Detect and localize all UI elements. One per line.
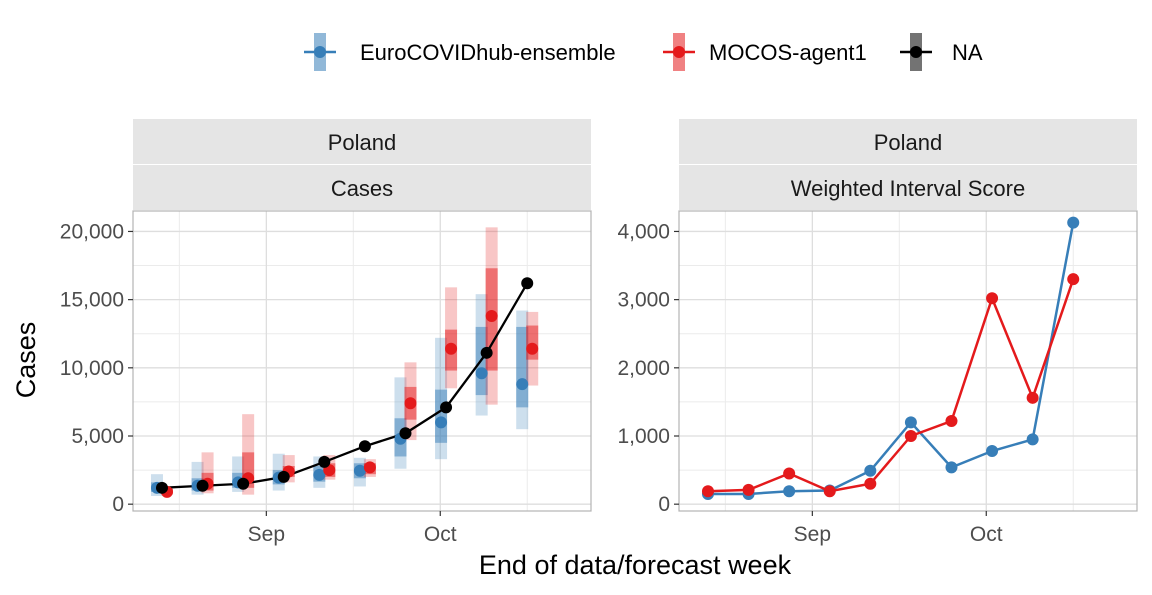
- x-tick-label: Sep: [248, 523, 285, 546]
- facet-strip-location: [133, 119, 591, 164]
- legend-label: EuroCOVIDhub-ensemble: [360, 40, 616, 65]
- x-tick-label: Oct: [424, 523, 457, 546]
- panel-wis: Poland Weighted Interval Score 0 1,000 2,000…: [617, 119, 1138, 546]
- forecast-median-point: [313, 468, 326, 481]
- panel-border: [678, 210, 1138, 512]
- facet-strip-target: [133, 165, 591, 210]
- facet-strip-target: [679, 165, 1137, 210]
- y-tick-label: 20,000: [60, 220, 124, 243]
- x-axis: Sep Oct: [248, 511, 457, 546]
- series-point: [1067, 216, 1080, 229]
- series-line: [707, 222, 1075, 496]
- series-point: [864, 464, 877, 477]
- series-point: [986, 445, 999, 457]
- forecast-median-point: [404, 397, 417, 410]
- series-point: [904, 416, 917, 429]
- legend-item: MOCOS-agent1: [663, 33, 867, 71]
- series-point: [783, 485, 796, 498]
- series-point: [701, 485, 714, 498]
- legend-key-point: [910, 46, 922, 58]
- legend-label: NA: [952, 40, 983, 65]
- series-line: [707, 278, 1075, 493]
- series-point: [904, 430, 917, 442]
- y-tick-label: 4,000: [617, 220, 670, 243]
- y-tick-label: 5,000: [71, 425, 124, 448]
- truth-point: [358, 440, 371, 453]
- series-point: [1067, 273, 1080, 286]
- forecast-median-point: [485, 310, 498, 322]
- score-series: [701, 216, 1080, 500]
- series-point: [783, 467, 796, 480]
- panel-border: [132, 210, 592, 512]
- truth-point: [196, 479, 209, 492]
- truth-point: [318, 455, 331, 468]
- truth-point: [440, 401, 453, 414]
- y-tick-label: 15,000: [60, 289, 124, 312]
- y-axis: 0 5,000 10,000 15,000 20,000: [60, 220, 133, 516]
- forecast-median-point: [363, 461, 376, 474]
- facet-target-label: Cases: [331, 176, 393, 201]
- series-point: [945, 461, 958, 474]
- x-tick-label: Oct: [970, 523, 1003, 546]
- forecast-median-point: [435, 416, 448, 429]
- y-tick-label: 0: [112, 493, 124, 516]
- y-axis-title: Cases: [11, 322, 41, 399]
- x-axis-title: End of data/forecast week: [479, 550, 792, 580]
- x-tick-label: Sep: [794, 523, 831, 546]
- forecast-median-point: [475, 367, 488, 380]
- series-point: [1026, 391, 1039, 404]
- grid: [133, 211, 591, 511]
- series-point: [742, 483, 755, 496]
- facet-location-label: Poland: [874, 130, 943, 155]
- truth-point: [521, 277, 534, 290]
- forecast-median-point: [516, 378, 529, 391]
- facet-location-label: Poland: [328, 130, 397, 155]
- series-point: [1026, 433, 1039, 446]
- facet-strip-location: [679, 119, 1137, 164]
- series-point: [945, 415, 958, 427]
- panel-cases: Poland Cases 0 5,000 10,000 15,000 20,000 Sep Oc…: [60, 119, 592, 546]
- legend: EuroCOVIDhub-ensemble MOCOS-agent1 NA: [304, 33, 983, 71]
- y-axis: 0 1,000 2,000 3,000 4,000: [617, 220, 679, 516]
- series-point: [864, 477, 877, 490]
- truth-point: [237, 477, 250, 490]
- y-tick-label: 3,000: [617, 289, 670, 312]
- truth-point: [155, 481, 168, 494]
- truth-point: [399, 427, 412, 440]
- forecast-median-point: [445, 342, 458, 355]
- plot-area: [701, 216, 1080, 500]
- y-tick-label: 2,000: [617, 357, 670, 380]
- truth-point: [480, 346, 493, 359]
- interval-inner: [435, 389, 448, 443]
- forecast-median-point: [353, 464, 366, 477]
- legend-item: EuroCOVIDhub-ensemble: [304, 33, 616, 71]
- plot-area: [150, 227, 539, 498]
- y-tick-label: 10,000: [60, 357, 124, 380]
- grid: [679, 211, 1137, 511]
- x-axis: Sep Oct: [794, 511, 1003, 546]
- facet-target-label: Weighted Interval Score: [791, 176, 1025, 201]
- score-series: [701, 273, 1080, 498]
- series-point: [986, 292, 999, 305]
- legend-key-point: [314, 46, 326, 58]
- legend-key-point: [673, 46, 685, 58]
- forecast-median-point: [526, 342, 539, 355]
- series-point: [823, 485, 836, 498]
- legend-item: NA: [900, 33, 983, 71]
- y-tick-label: 1,000: [617, 425, 670, 448]
- truth-line: [161, 282, 529, 489]
- truth-point: [277, 470, 290, 483]
- y-tick-label: 0: [658, 493, 670, 516]
- legend-label: MOCOS-agent1: [709, 40, 867, 65]
